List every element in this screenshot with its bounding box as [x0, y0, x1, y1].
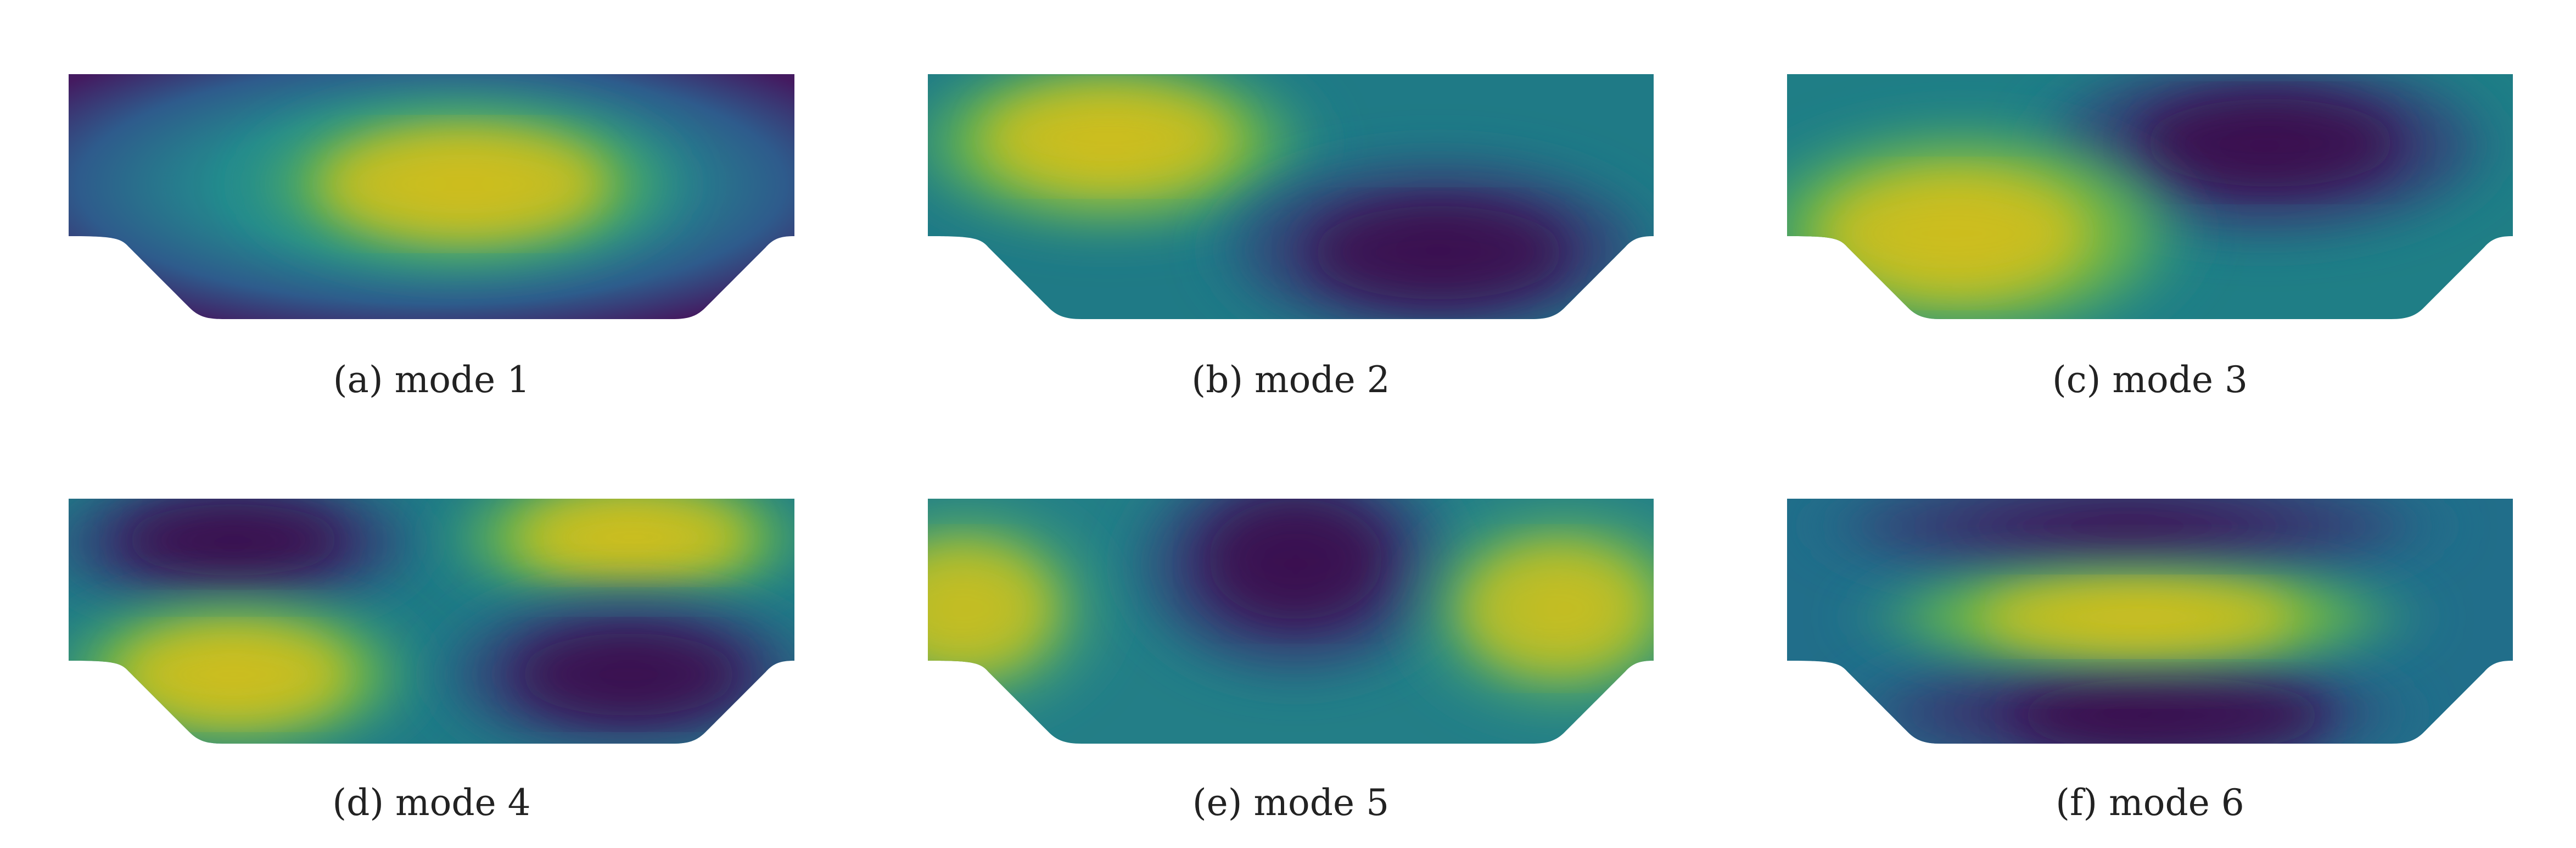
caption-e: (e) mode 5: [1192, 782, 1389, 824]
mode-3-field: [1787, 74, 2513, 319]
caption-d: (d) mode 4: [332, 782, 530, 824]
panel-c: [1787, 74, 2513, 319]
mode-4-field: [69, 499, 794, 744]
caption-c: (c) mode 3: [2052, 359, 2248, 401]
panel-b: [928, 74, 1654, 319]
panel-a: [69, 74, 794, 319]
mode-6-field: [1787, 499, 2513, 744]
caption-f: (f) mode 6: [2056, 782, 2244, 824]
panel-f: [1787, 499, 2513, 744]
mode-1-field: [69, 74, 794, 319]
caption-b: (b) mode 2: [1191, 359, 1390, 401]
mode-5-field: [928, 499, 1654, 744]
caption-a: (a) mode 1: [333, 359, 530, 401]
mode-2-field: [928, 74, 1654, 319]
panel-e: [928, 499, 1654, 744]
panel-d: [69, 499, 794, 744]
